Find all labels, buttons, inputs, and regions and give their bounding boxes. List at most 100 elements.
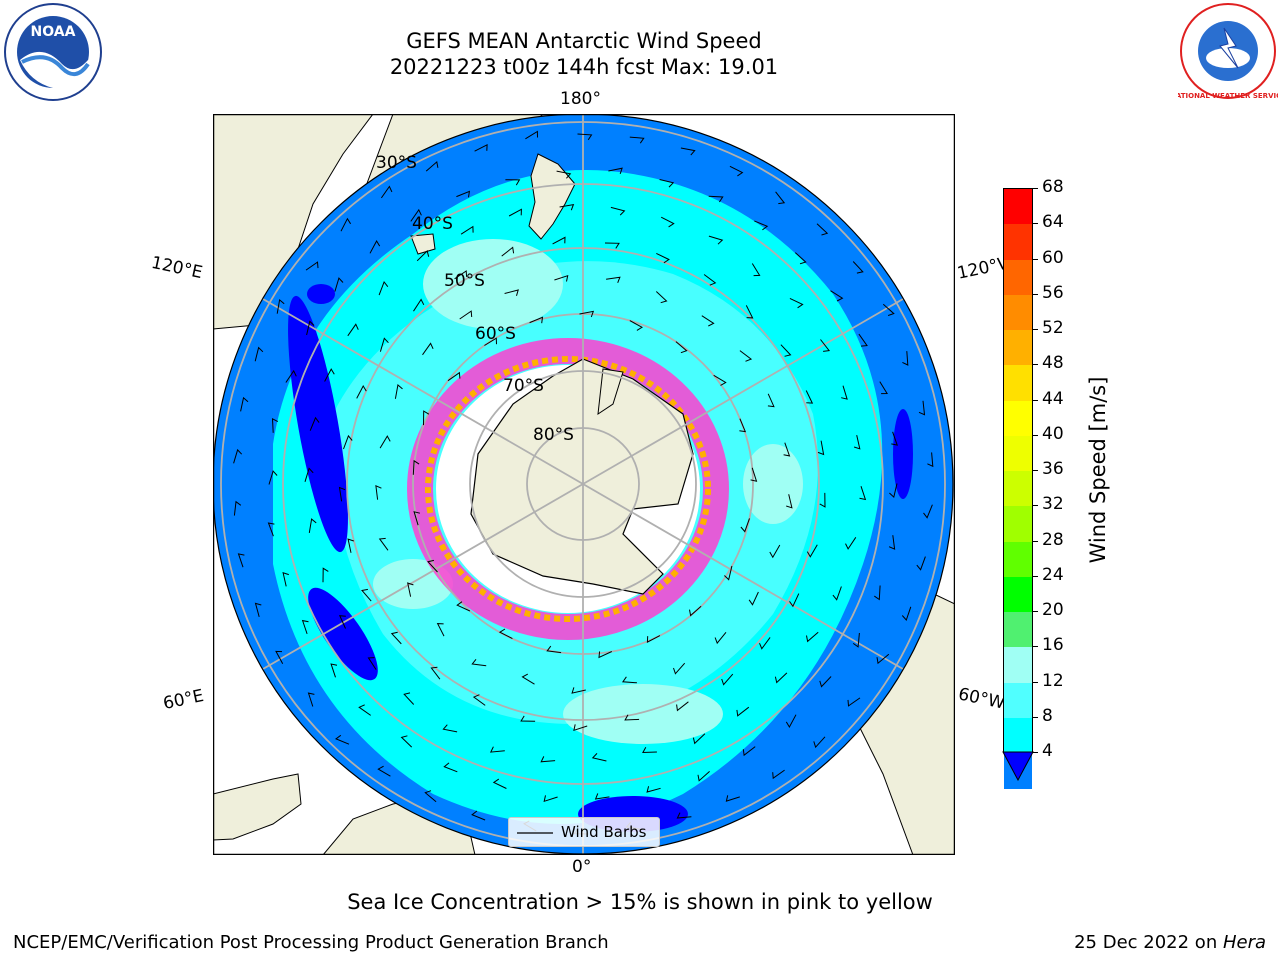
wind-barb — [714, 631, 727, 645]
lon-label-120e: 120°E — [149, 252, 205, 284]
wind-barb — [305, 261, 319, 271]
wind-barb — [330, 663, 338, 678]
wind-barb — [456, 601, 471, 612]
wind-barb — [271, 417, 279, 433]
colorbar-extend-arrow — [1002, 751, 1034, 781]
wind-barb — [656, 252, 670, 264]
wind-barb — [322, 567, 329, 583]
colorbar-segment — [1004, 576, 1032, 613]
wind-barb — [775, 191, 786, 205]
wind-barb — [902, 351, 909, 366]
wind-barb — [254, 346, 264, 362]
colorbar-tick-label: 40 — [1042, 423, 1064, 444]
wind-barb — [275, 650, 284, 664]
wind-barb — [456, 190, 471, 198]
colorbar-tick-label: 8 — [1042, 705, 1053, 726]
wind-barb — [416, 250, 430, 262]
colorbar-tick-mark — [1033, 611, 1038, 612]
wind-barb — [713, 374, 727, 386]
wind-barb — [754, 220, 769, 231]
wind-barb — [413, 298, 425, 312]
wind-barb — [819, 492, 826, 508]
colorbar-tick-mark — [1033, 681, 1038, 683]
wind-barb — [820, 339, 831, 352]
colorbar-tick-mark — [1033, 540, 1038, 542]
lat-label-30s: 30°S — [376, 153, 417, 173]
wind-barb — [692, 733, 706, 745]
colorbar-tick-mark — [1033, 329, 1038, 330]
wind-barb — [529, 316, 544, 324]
wind-barb — [410, 208, 422, 222]
lon-label-180: 180° — [560, 89, 601, 109]
noaa-logo-text: NOAA — [31, 24, 76, 40]
wind-barb — [498, 628, 513, 640]
wind-barb — [423, 410, 430, 426]
wind-barb — [927, 452, 934, 468]
wind-barb — [740, 518, 750, 533]
wind-barb — [916, 556, 926, 571]
footer-right: 25 Dec 2022 on Hera — [1074, 932, 1266, 953]
wind-barb — [540, 756, 556, 763]
wind-barb — [309, 416, 320, 431]
wind-barb — [454, 270, 468, 280]
lat-label-60s: 60°S — [475, 324, 516, 344]
wind-barb — [412, 459, 420, 475]
wind-barb — [520, 715, 536, 722]
wind-barb — [443, 762, 458, 773]
wind-barb — [525, 130, 538, 140]
wind-barb — [701, 315, 715, 327]
colorbar-tick-label: 36 — [1042, 459, 1064, 479]
colorbar-segment — [1004, 541, 1032, 578]
colorbar-segment — [1004, 471, 1032, 507]
polar-map — [213, 114, 955, 855]
wind-barb — [680, 147, 696, 156]
wind-barb — [629, 320, 643, 331]
wind-barb — [508, 208, 522, 217]
wind-barb — [721, 673, 734, 686]
wind-barb — [285, 369, 297, 383]
colorbar-segment — [1004, 400, 1032, 437]
lat-label-40s: 40°S — [412, 214, 453, 234]
colorbar-segment — [1004, 330, 1032, 366]
colorbar-tick-label: 4 — [1042, 741, 1053, 761]
wind-barb — [852, 261, 864, 274]
wind-barb — [847, 697, 861, 707]
wind-barb — [460, 225, 474, 235]
wind-barb — [703, 274, 717, 286]
wind-barb — [642, 746, 657, 754]
colorbar-tick-label: 48 — [1042, 353, 1064, 374]
colorbar-tick-label: 24 — [1042, 564, 1064, 585]
wind-barb — [472, 694, 486, 706]
nws-logo-text: NATIONAL WEATHER SERVICE — [1178, 92, 1278, 100]
colorbar-tick-label: 32 — [1042, 494, 1064, 515]
colorbar-segment — [1004, 189, 1032, 225]
wind-barb — [708, 195, 724, 203]
wind-barb — [608, 167, 623, 175]
wind-barb — [789, 593, 800, 608]
wind-barb — [901, 606, 912, 621]
colorbar-tick-mark — [1033, 505, 1038, 507]
wind-barb — [306, 320, 315, 336]
wind-barb — [546, 645, 562, 654]
wind-barb — [676, 701, 689, 712]
wind-barb — [340, 217, 352, 232]
wind-barb — [673, 662, 686, 675]
noaa-logo: NOAA — [4, 3, 102, 101]
wind-barb — [785, 714, 797, 729]
wind-barb — [819, 676, 832, 688]
colorbar-tick-label: 16 — [1042, 635, 1064, 656]
wind-barb — [780, 344, 792, 357]
wind-barb — [334, 277, 344, 292]
wind-barb — [646, 786, 661, 793]
wind-barb — [447, 371, 461, 382]
colorbar-segment — [1004, 647, 1032, 683]
wind-barb — [390, 631, 402, 645]
colorbar-tick-mark — [1033, 646, 1038, 648]
wind-barb — [889, 483, 898, 499]
wind-barb — [624, 714, 640, 721]
wind-barb — [484, 337, 497, 346]
legend-line-icon — [517, 832, 553, 834]
legend-label: Wind Barbs — [561, 823, 647, 841]
wind-barb — [748, 591, 759, 606]
colorbar-segment — [1004, 612, 1032, 648]
